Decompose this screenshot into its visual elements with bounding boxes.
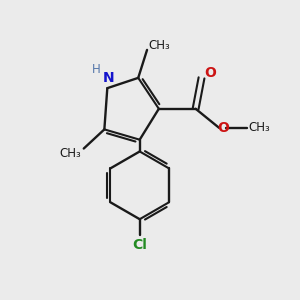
Text: CH₃: CH₃ [249,121,270,134]
Text: O: O [204,66,216,80]
Text: CH₃: CH₃ [148,39,170,52]
Text: Cl: Cl [132,238,147,252]
Text: O: O [217,121,229,135]
Text: CH₃: CH₃ [60,147,81,160]
Text: N: N [103,71,115,85]
Text: H: H [92,63,100,76]
